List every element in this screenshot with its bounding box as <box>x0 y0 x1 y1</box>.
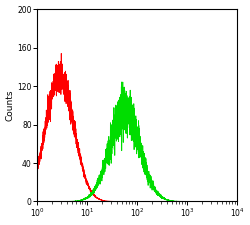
Y-axis label: Counts: Counts <box>6 90 15 121</box>
